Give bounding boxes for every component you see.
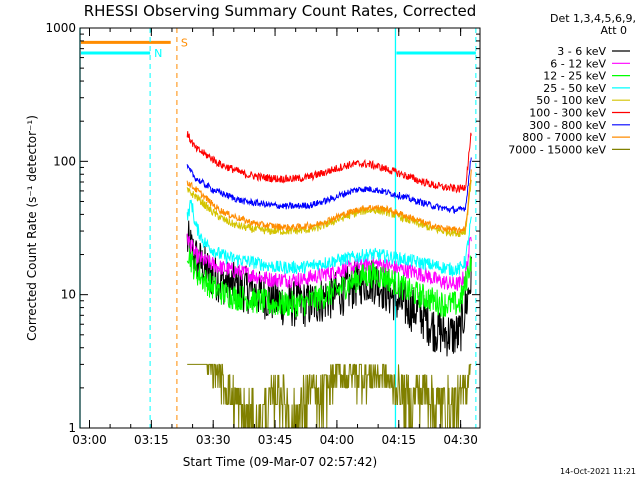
- legend-label-8: 7000 - 15000 keV: [508, 143, 606, 156]
- chart-title: RHESSI Observing Summary Count Rates, Co…: [84, 2, 477, 20]
- y-tick-label-0: 1: [68, 421, 76, 435]
- series-line-12to25keV: [186, 248, 472, 318]
- series-line-50to100keV: [186, 179, 472, 238]
- series-line-800to7000keV: [186, 169, 472, 236]
- series-line-6to12keV: [186, 233, 472, 291]
- legend-label-2: 12 - 25 keV: [543, 70, 606, 83]
- legend-label-0: 3 - 6 keV: [557, 45, 606, 58]
- x-tick-label-3: 03:45: [258, 433, 293, 447]
- legend-label-1: 6 - 12 keV: [550, 57, 606, 70]
- axes: 03:00 03:15 03:30 03:45 04:00 04:15 04:30 1 10 10…: [45, 21, 480, 447]
- series-line-300to800keV: [186, 157, 472, 215]
- plot-frame: [79, 27, 481, 429]
- legend-label-6: 300 - 800 keV: [529, 119, 606, 132]
- legend-header-line-2: Att 0: [601, 24, 627, 37]
- series-line-25to50keV: [186, 199, 472, 278]
- footer-timestamp: 14-Oct-2021 11:21: [560, 467, 636, 476]
- x-tick-label-1: 03:15: [134, 433, 169, 447]
- x-tick-label-5: 04:15: [381, 433, 416, 447]
- series-line-100to300keV: [186, 131, 472, 194]
- x-tick-label-2: 03:30: [196, 433, 231, 447]
- y-tick-label-3: 1000: [45, 21, 76, 35]
- x-tick-label-0: 03:00: [72, 433, 107, 447]
- legend-label-4: 50 - 100 keV: [536, 94, 606, 107]
- series-line-7000to15000keV: [187, 363, 472, 429]
- x-axis-label: Start Time (09-Mar-07 02:57:42): [183, 455, 377, 469]
- x-tick-label-6: 04:30: [443, 433, 478, 447]
- y-tick-label-2: 100: [53, 154, 76, 168]
- y-tick-label-1: 10: [61, 288, 76, 302]
- legend-label-3: 25 - 50 keV: [543, 82, 606, 95]
- legend-label-7: 800 - 7000 keV: [522, 131, 606, 144]
- legend-header-line-1: Det 1,3,4,5,6,9,: [550, 12, 636, 25]
- y-axis-label: Corrected Count Rate (s⁻¹ detector⁻¹): [25, 115, 39, 341]
- legend-label-5: 100 - 300 keV: [529, 107, 606, 120]
- annotation-label-1: N: [154, 47, 162, 60]
- plot-area: SN: [79, 28, 477, 429]
- x-tick-label-4: 04:00: [320, 433, 355, 447]
- annotation-label-0: S: [181, 36, 188, 49]
